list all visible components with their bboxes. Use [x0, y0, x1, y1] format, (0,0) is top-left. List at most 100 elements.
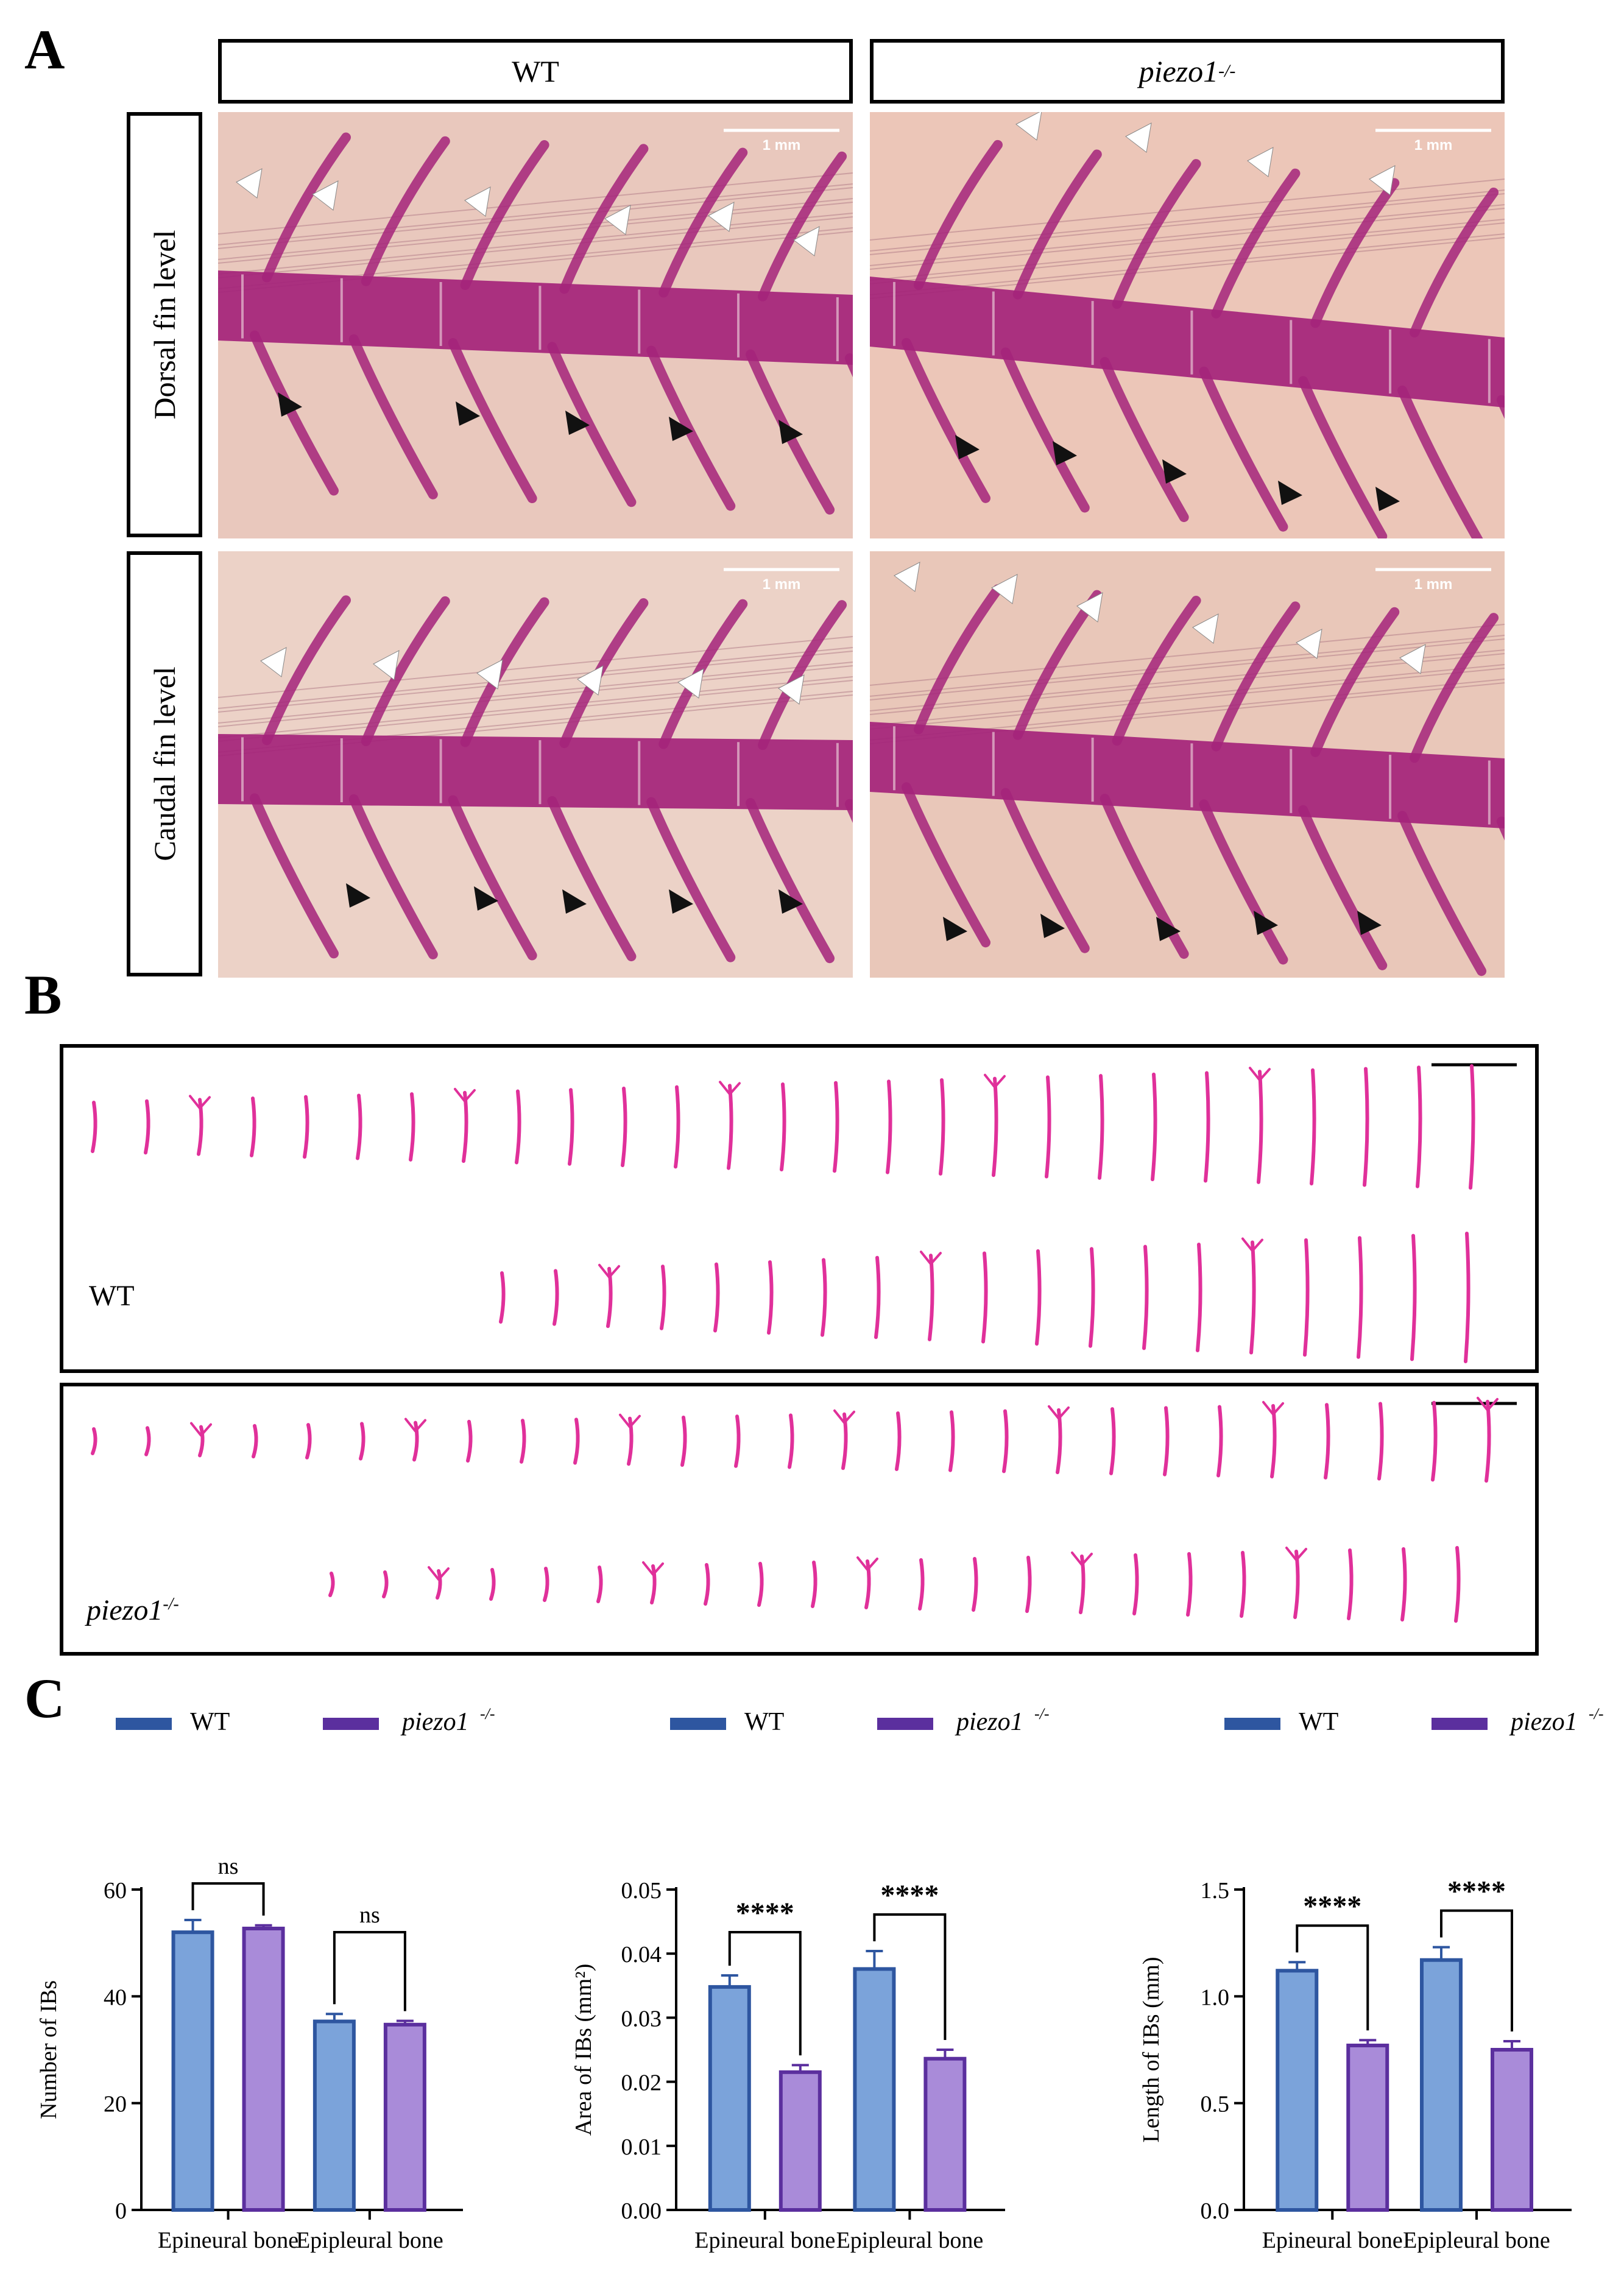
- chart-length-of-ibs: WT piezo1 -/- 0.0 0.5 1.0 1.5 Length of IBs (mm…: [1084, 1693, 1624, 2291]
- black-arrowhead: [1040, 914, 1065, 938]
- intermuscular-bone-specimen: [1363, 1067, 1369, 1187]
- intermuscular-bone-specimen: [303, 1095, 309, 1159]
- white-arrowhead: [1125, 122, 1152, 153]
- gallery-label-mutant: piezo1-/-: [86, 1593, 179, 1627]
- black-arrowhead: [1156, 917, 1181, 941]
- micrograph-mutant-dorsal: 1 mm: [870, 112, 1505, 538]
- white-arrowhead: [577, 665, 604, 696]
- black-arrowhead: [955, 435, 980, 459]
- x-category-label: Epineural bone: [1262, 2228, 1403, 2253]
- intermuscular-bone-specimen: [91, 1101, 97, 1153]
- significance-label: ns: [218, 1854, 239, 1879]
- legend-swatch-mutant: [1432, 1718, 1488, 1730]
- white-arrowhead: [677, 668, 704, 699]
- neural-spine: [1012, 149, 1102, 300]
- chart-area-of-ibs: WT piezo1 -/- 0.00 0.01 0.02 0.03 0.04 0.05 Area …: [536, 1693, 1084, 2291]
- neural-spine: [914, 139, 1003, 290]
- intermuscular-bone: [870, 208, 1505, 270]
- neural-spine: [1310, 178, 1400, 328]
- significance-bracket: [1296, 1924, 1369, 2031]
- black-arrowhead: [456, 401, 480, 426]
- significance-bracket: [1439, 1909, 1513, 2031]
- legend-label-mutant-sup: -/-: [1589, 1705, 1604, 1723]
- intermuscular-bone-specimen: [1257, 1070, 1263, 1184]
- y-tick-label: 1.0: [1201, 1985, 1230, 2010]
- legend-label-wt: WT: [744, 1708, 784, 1736]
- white-arrowhead: [1192, 613, 1219, 644]
- significance-label: ****: [1303, 1890, 1361, 1922]
- intermuscular-bone-specimen: [1045, 1075, 1051, 1179]
- white-arrowhead: [476, 659, 503, 690]
- white-arrowhead: [604, 205, 631, 235]
- haemal-spine: [902, 337, 990, 503]
- intermuscular-bone: [218, 665, 853, 727]
- neural-spine: [1211, 601, 1301, 752]
- intermuscular-bone-specimen: [596, 1565, 603, 1603]
- intermuscular-bone-specimen: [1098, 1074, 1104, 1180]
- intermuscular-bone-specimen: [811, 1561, 817, 1608]
- intermuscular-bone-specimen: [627, 1416, 634, 1466]
- intermuscular-bone-specimen: [650, 1564, 657, 1604]
- haemal-spine: [547, 342, 637, 507]
- bar-wt: [708, 1985, 751, 2212]
- intermuscular-bone-specimen: [436, 1569, 442, 1600]
- intermuscular-bone-specimen: [412, 1421, 419, 1462]
- intermuscular-bone-fork: [1071, 1551, 1093, 1566]
- intermuscular-bone-fork: [454, 1087, 476, 1103]
- bar-wt: [853, 1967, 896, 2212]
- intermuscular-bone-fork: [190, 1422, 212, 1437]
- intermuscular-bone-specimen: [1377, 1402, 1384, 1481]
- micrograph-wt-dorsal: 1 mm: [218, 112, 853, 538]
- bar-wt: [171, 1930, 214, 2212]
- intermuscular-bone: [870, 219, 1505, 281]
- intermuscular-bone-fork: [598, 1263, 620, 1279]
- legend-label-wt: WT: [1299, 1708, 1338, 1736]
- intermuscular-bone: [870, 624, 1505, 686]
- row-header-caudal-text: Caudal fin level: [147, 666, 182, 861]
- intermuscular-bone-specimen: [356, 1093, 362, 1160]
- intermuscular-bone: [218, 662, 853, 724]
- haemal-spine: [348, 334, 438, 499]
- gallery-label-mutant-sup: -/-: [163, 1595, 179, 1614]
- legend-label-mutant: piezo1: [400, 1708, 469, 1736]
- column-header-wt: WT: [218, 39, 853, 104]
- intermuscular-bone-specimen: [606, 1266, 613, 1329]
- significance-bracket: [728, 1931, 802, 2056]
- intermuscular-bone: [218, 680, 853, 742]
- intermuscular-bone: [218, 172, 853, 235]
- intermuscular-bone-specimen: [1324, 1403, 1330, 1480]
- y-tick-label: 0.03: [621, 2006, 662, 2031]
- intermuscular-bone: [870, 635, 1505, 697]
- vertebral-column: [218, 270, 853, 365]
- column-header-mutant-text: piezo1: [1139, 54, 1219, 88]
- haemal-spine: [1000, 788, 1090, 953]
- intermuscular-bone-specimen: [621, 1086, 627, 1168]
- intermuscular-bone: [218, 198, 853, 260]
- black-arrowhead: [1357, 911, 1382, 935]
- haemal-spine: [902, 782, 990, 948]
- intermuscular-bone-specimen: [144, 1426, 151, 1456]
- y-axis-label: Number of IBs: [36, 1980, 62, 2119]
- intermuscular-bone-specimen: [1347, 1548, 1354, 1620]
- gallery-label-mutant-text: piezo1: [86, 1594, 163, 1626]
- haemal-spine: [1298, 376, 1388, 538]
- black-arrowhead: [1375, 487, 1400, 511]
- intermuscular-bone-specimen: [382, 1570, 389, 1598]
- intermuscular-bone-specimen: [409, 1092, 415, 1162]
- black-arrowhead: [562, 889, 587, 914]
- intermuscular-bone-specimen: [939, 1078, 945, 1176]
- intermuscular-bone-fork: [642, 1561, 664, 1576]
- white-arrowhead: [312, 180, 339, 211]
- micrograph-wt-caudal: 1 mm: [218, 551, 853, 978]
- intermuscular-bone-specimen: [928, 1254, 934, 1341]
- neural-spine: [758, 151, 847, 302]
- intermuscular-bone: [870, 222, 1505, 284]
- intermuscular-bone-specimen: [886, 1079, 892, 1174]
- intermuscular-bone-specimen: [1216, 1405, 1223, 1478]
- intermuscular-bone-fork: [1048, 1405, 1070, 1420]
- white-arrowhead: [793, 226, 820, 256]
- row-header-dorsal: Dorsal fin level: [127, 112, 202, 537]
- legend-swatch-wt: [1224, 1718, 1280, 1730]
- intermuscular-bone: [218, 651, 853, 713]
- intermuscular-bone-specimen: [328, 1572, 335, 1597]
